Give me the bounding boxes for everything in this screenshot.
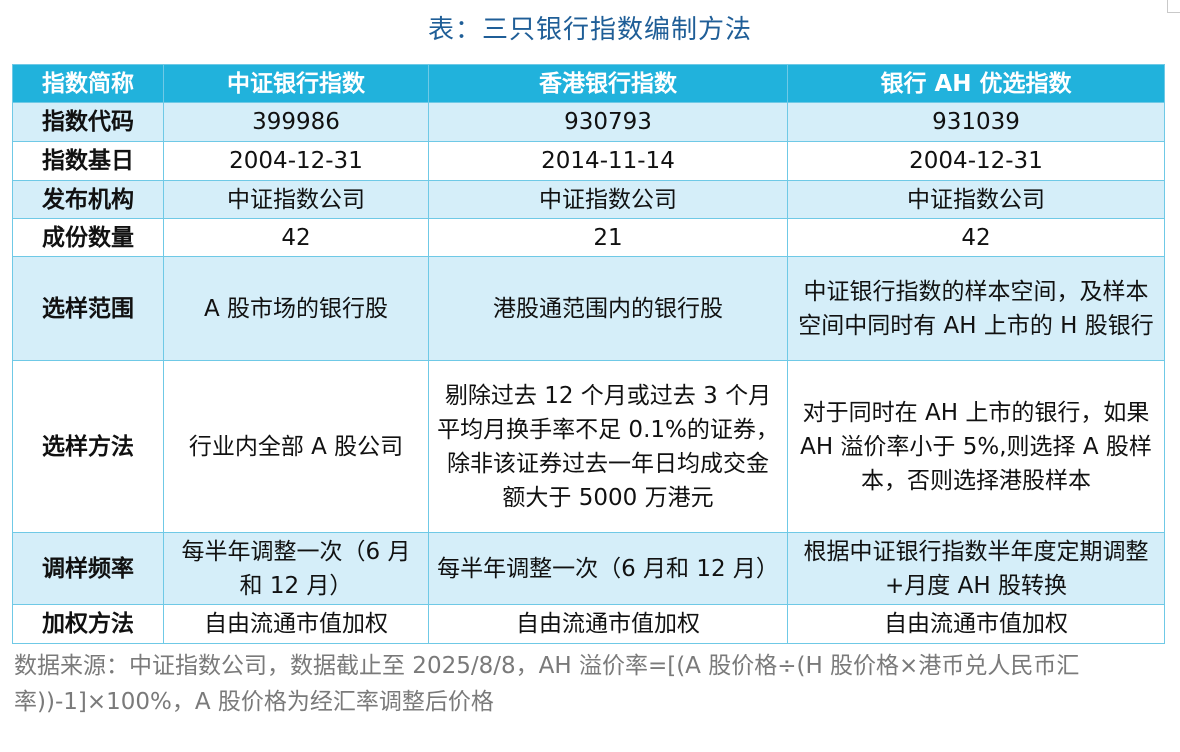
table-cell: 每半年调整一次（6 月和 12 月）	[428, 532, 788, 605]
row-label: 指数基日	[12, 141, 164, 181]
table-cell: 2004-12-31	[787, 141, 1165, 181]
table-cell: 中证银行指数的样本空间，及样本空间中同时有 AH 上市的 H 股银行	[787, 256, 1165, 361]
source-footnote: 数据来源：中证指数公司，数据截止至 2025/8/8，AH 溢价率=[(A 股价…	[14, 653, 1080, 715]
row-label: 调样频率	[12, 532, 164, 605]
table-cell: 自由流通市值加权	[428, 604, 788, 644]
table-cell: 根据中证银行指数半年度定期调整+月度 AH 股转换	[787, 532, 1165, 605]
table-row: 选样范围 A 股市场的银行股 港股通范围内的银行股 中证银行指数的样本空间，及样…	[12, 256, 1165, 361]
table-row: 指数基日 2004-12-31 2014-11-14 2004-12-31	[12, 141, 1165, 181]
table-cell: 自由流通市值加权	[787, 604, 1165, 644]
table-cell: 自由流通市值加权	[163, 604, 429, 644]
page-title: 表：三只银行指数编制方法	[427, 15, 752, 45]
corner-mark	[1167, 0, 1180, 13]
table-cell: 中证指数公司	[428, 180, 788, 219]
table-cell: 行业内全部 A 股公司	[163, 360, 429, 533]
header-cell-bank-ah: 银行 AH 优选指数	[787, 64, 1165, 103]
table-row: 选样方法 行业内全部 A 股公司 剔除过去 12 个月或过去 3 个月平均月换手…	[12, 360, 1165, 533]
index-methodology-table: 指数简称 中证银行指数 香港银行指数 银行 AH 优选指数 指数代码 39998…	[12, 64, 1165, 644]
table-cell: 每半年调整一次（6 月和 12 月）	[163, 532, 429, 605]
table-cell: A 股市场的银行股	[163, 256, 429, 361]
table-cell: 中证指数公司	[787, 180, 1165, 219]
table-cell: 2014-11-14	[428, 141, 788, 181]
table-cell: 42	[163, 218, 429, 257]
header-cell-hk-bank: 香港银行指数	[428, 64, 788, 103]
table-cell: 剔除过去 12 个月或过去 3 个月平均月换手率不足 0.1%的证券，除非该证券…	[428, 360, 788, 533]
table-cell: 930793	[428, 102, 788, 142]
table-cell: 399986	[163, 102, 429, 142]
header-cell-index-name: 指数简称	[12, 64, 164, 103]
row-label: 选样范围	[12, 256, 164, 361]
table-cell: 21	[428, 218, 788, 257]
table-row: 成份数量 42 21 42	[12, 218, 1165, 257]
table-row: 加权方法 自由流通市值加权 自由流通市值加权 自由流通市值加权	[12, 604, 1165, 644]
table-row: 发布机构 中证指数公司 中证指数公司 中证指数公司	[12, 180, 1165, 219]
table-cell: 对于同时在 AH 上市的银行，如果 AH 溢价率小于 5%,则选择 A 股样本，…	[787, 360, 1165, 533]
table-header-row: 指数简称 中证银行指数 香港银行指数 银行 AH 优选指数	[12, 64, 1165, 103]
row-label: 发布机构	[12, 180, 164, 219]
table-cell: 2004-12-31	[163, 141, 429, 181]
row-label: 加权方法	[12, 604, 164, 644]
row-label: 指数代码	[12, 102, 164, 142]
table-row: 指数代码 399986 930793 931039	[12, 102, 1165, 142]
header-cell-csi-bank: 中证银行指数	[163, 64, 429, 103]
table-cell: 931039	[787, 102, 1165, 142]
row-label: 选样方法	[12, 360, 164, 533]
row-label: 成份数量	[12, 218, 164, 257]
table-cell: 中证指数公司	[163, 180, 429, 219]
table-cell: 港股通范围内的银行股	[428, 256, 788, 361]
table-cell: 42	[787, 218, 1165, 257]
table-row: 调样频率 每半年调整一次（6 月和 12 月） 每半年调整一次（6 月和 12 …	[12, 532, 1165, 605]
